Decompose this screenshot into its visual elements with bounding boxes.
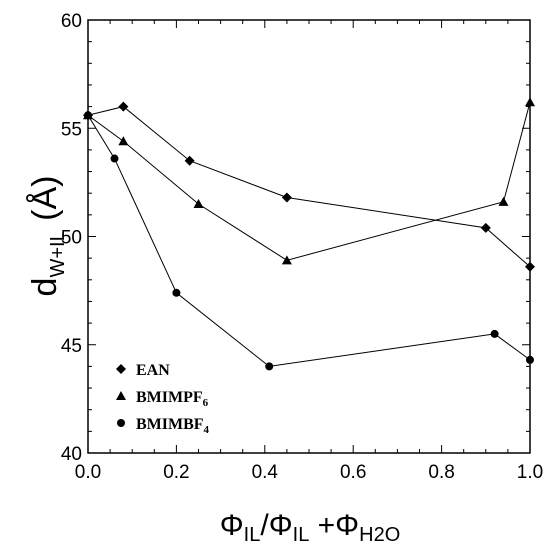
data-point-ean	[281, 192, 292, 203]
data-point-bmimpf6	[498, 196, 509, 206]
data-point-bmimpf6	[118, 136, 129, 146]
y-tick-label: 50	[61, 228, 82, 249]
data-point-bmimbf4	[84, 111, 92, 120]
data-point-bmimbf4	[265, 362, 274, 371]
legend-label-base: BMIMBF	[136, 416, 204, 433]
x-axis-title-sub1: IL	[244, 524, 261, 546]
legend-label-sub: 4	[204, 424, 210, 436]
legend-label-base: EAN	[136, 362, 170, 379]
y-tick-label: 55	[61, 119, 82, 140]
x-tick-label: 0.0	[75, 462, 101, 483]
data-point-bmimpf6	[525, 97, 535, 107]
series-bmimpf6	[83, 97, 535, 265]
y-axis-title-unit: (Å)	[26, 176, 64, 231]
x-axis-title-base: Φ	[220, 509, 244, 542]
data-point-bmimbf4	[490, 329, 499, 338]
data-point-ean	[184, 155, 195, 166]
legend-marker-ean	[116, 364, 126, 374]
legend-label-sub: 6	[203, 397, 209, 409]
data-point-ean	[118, 101, 129, 112]
data-point-bmimpf6	[281, 255, 292, 265]
legend: EAN BMIMPF6 BMIMBF4	[116, 362, 210, 436]
series-line-ean	[87, 106, 531, 268]
series-group	[83, 97, 535, 371]
x-axis-title-sub3: H2O	[359, 524, 400, 546]
y-axis-title-base: d	[26, 278, 64, 297]
y-axis-title-sub: W+IL	[47, 230, 69, 277]
legend-marker-bmimbf4	[117, 419, 125, 427]
x-axis-title-plus: +Φ	[309, 509, 359, 542]
y-axis-title: dW+IL (Å)	[26, 176, 69, 297]
legend-label-bmimbf4: BMIMBF4	[136, 416, 210, 436]
x-axis-title: ΦIL/ΦIL +ΦH2O	[220, 509, 401, 546]
legend-label-ean: EAN	[136, 362, 170, 379]
x-tick-label: 0.6	[340, 462, 366, 483]
data-point-bmimbf4	[172, 288, 181, 297]
x-axis-title-mid: /Φ	[260, 509, 292, 542]
x-tick-label: 0.2	[163, 462, 189, 483]
tick-labels: 0.0 0.2 0.4 0.6 0.8 1.0 40 45 50 55 60	[61, 11, 543, 483]
legend-label-base: BMIMPF	[136, 389, 203, 406]
series-bmimbf4	[84, 111, 534, 371]
series-ean	[83, 101, 535, 272]
legend-label-bmimpf6: BMIMPF6	[136, 389, 209, 409]
data-point-bmimbf4	[110, 154, 119, 163]
x-tick-label: 0.8	[428, 462, 454, 483]
data-point-ean	[480, 222, 491, 233]
x-tick-label: 1.0	[517, 462, 543, 483]
x-axis-title-sub2: IL	[293, 524, 310, 546]
data-point-bmimpf6	[193, 199, 204, 209]
y-tick-label: 40	[61, 444, 82, 465]
y-tick-label: 45	[61, 336, 82, 357]
series-line-bmimbf4	[87, 114, 531, 367]
legend-marker-bmimpf6	[116, 391, 126, 400]
axis-ticks	[87, 19, 531, 454]
series-line-bmimpf6	[87, 102, 531, 261]
data-point-ean	[525, 261, 535, 272]
data-point-bmimbf4	[526, 355, 534, 364]
x-tick-label: 0.4	[252, 462, 279, 483]
y-tick-label: 60	[61, 11, 82, 32]
